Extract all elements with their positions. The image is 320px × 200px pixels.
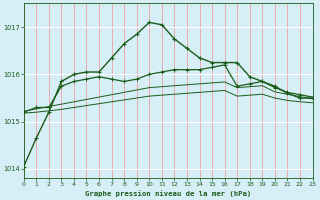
X-axis label: Graphe pression niveau de la mer (hPa): Graphe pression niveau de la mer (hPa) <box>85 190 251 197</box>
